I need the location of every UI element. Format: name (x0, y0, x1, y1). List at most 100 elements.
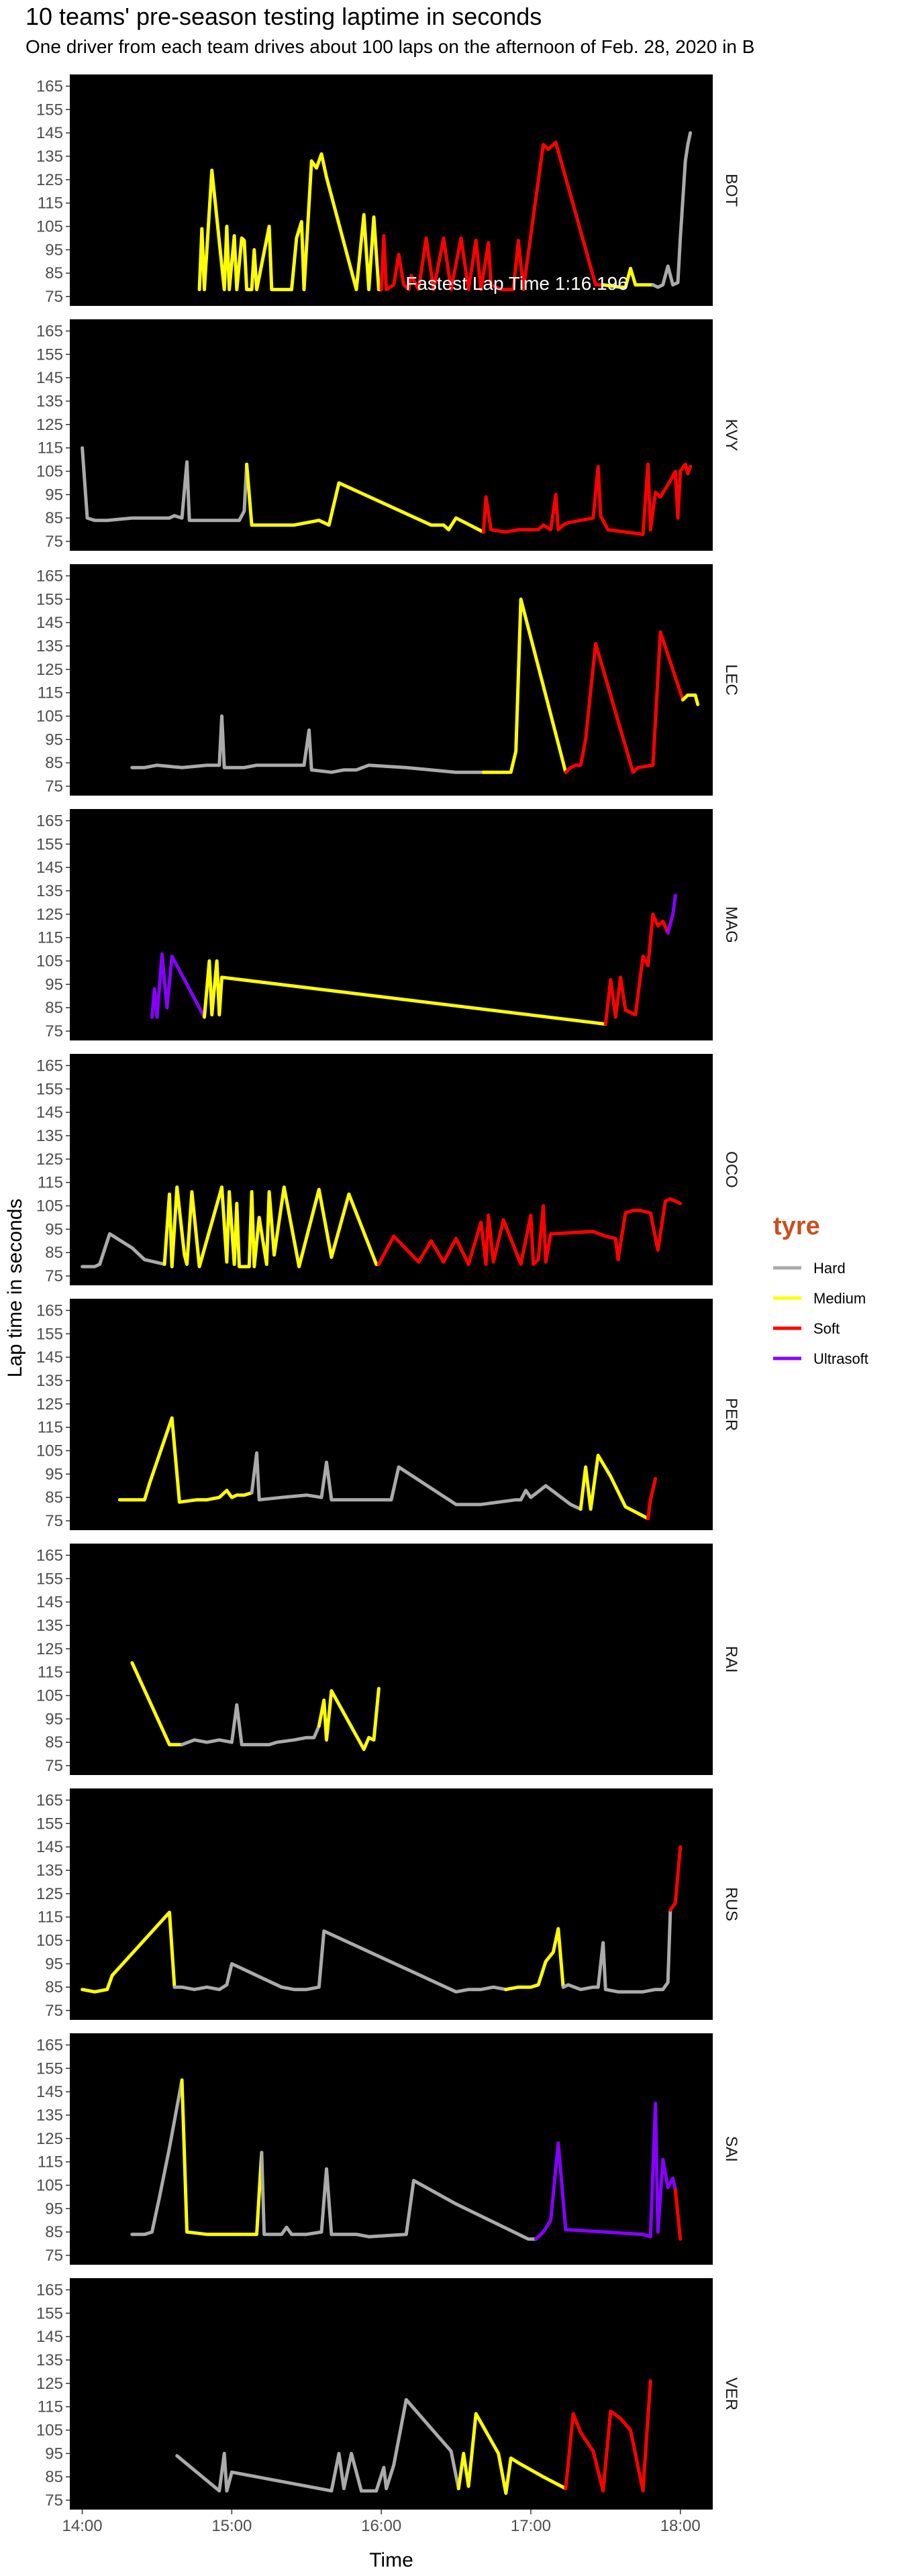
y-tick-label: 125 (36, 171, 63, 189)
y-tick-label: 145 (36, 1348, 63, 1366)
y-tick-label: 125 (36, 1640, 63, 1658)
lap-line-hard (250, 1451, 583, 1511)
y-tick-label: 85 (45, 999, 63, 1017)
facet-strip-label: RAI (722, 1646, 740, 1672)
lap-line-soft (564, 2379, 652, 2493)
lap-line-hard (130, 714, 485, 774)
y-tick-label: 125 (36, 1885, 63, 1903)
y-tick-label: 115 (38, 439, 63, 458)
facet-panel-kvy: 75 85 95 105 115 125 135 145 155 165 KVY (36, 319, 740, 551)
y-tick-label: 135 (36, 882, 63, 900)
facet-panel-lec: 75 85 95 105 115 125 135 145 155 165 LEC (36, 564, 740, 796)
y-tick-label: 145 (36, 614, 63, 632)
panel-background (70, 809, 713, 1040)
x-tick-label: 18:00 (660, 2517, 701, 2535)
y-tick-label: 155 (36, 1815, 63, 1833)
lap-line-medium (117, 1416, 254, 1504)
y-tick-label: 135 (36, 148, 63, 166)
legend-item-soft: Soft (773, 1320, 840, 1337)
y-tick-label: 115 (38, 2398, 63, 2416)
y-tick-label: 95 (45, 1710, 63, 1728)
y-tick-label: 105 (36, 1687, 63, 1705)
x-tick-label: 14:00 (62, 2517, 103, 2535)
y-tick-label: 95 (45, 486, 63, 504)
y-tick-label: 85 (45, 754, 63, 772)
lap-line-hard (81, 1232, 166, 1269)
y-tick-label: 85 (45, 1733, 63, 1752)
y-tick-label: 135 (36, 1372, 63, 1390)
facet-panel-bot: 75 85 95 105 115 125 135 145 155 165 BOT Fastest La… (36, 74, 740, 306)
y-tick-label: 115 (38, 929, 63, 947)
fastest-lap-annotation: Fastest Lap Time 1:16.196 (405, 273, 628, 294)
legend: tyre Hard Medium Soft Ultrasoft (773, 1212, 868, 1367)
y-tick-label: 85 (45, 2223, 63, 2241)
y-tick-label: 155 (36, 1325, 63, 1343)
y-tick-label: 165 (36, 322, 63, 340)
facet-strip-label: OCO (722, 1151, 740, 1188)
y-tick-label: 115 (38, 1909, 63, 1927)
y-tick-label: 165 (36, 1057, 63, 1075)
y-tick-label: 105 (36, 953, 63, 971)
y-tick-label: 115 (38, 1174, 63, 1192)
y-tick-label: 75 (45, 1757, 63, 1775)
x-tick-label: 15:00 (211, 2517, 252, 2535)
lap-line-hard (172, 1929, 508, 1994)
legend-item-medium: Medium (773, 1290, 866, 1307)
y-tick-label: 145 (36, 2083, 63, 2101)
y-tick-label: 125 (36, 2130, 63, 2148)
legend-label: Soft (813, 1320, 840, 1337)
lap-line-medium (681, 693, 700, 706)
y-tick-label: 105 (36, 708, 63, 726)
y-tick-label: 125 (36, 1395, 63, 1413)
lap-line-ultrasoft (666, 894, 677, 935)
y-tick-label: 95 (45, 1220, 63, 1238)
lap-line-medium (180, 2078, 264, 2237)
lap-line-hard (561, 1908, 672, 1994)
lap-line-medium (130, 1661, 184, 1747)
legend-item-hard: Hard (773, 1260, 846, 1277)
lap-line-medium (245, 462, 485, 534)
y-tick-label: 165 (36, 1301, 63, 1320)
y-tick-label: 145 (36, 1838, 63, 1856)
chart-title: 10 teams' pre-season testing laptime in … (26, 3, 542, 30)
lap-line-medium (456, 2412, 568, 2496)
legend-label: Hard (813, 1260, 846, 1277)
y-tick-label: 105 (36, 463, 63, 481)
lap-line-soft (379, 140, 605, 292)
y-tick-label: 75 (45, 533, 63, 551)
y-tick-label: 85 (45, 1489, 63, 1507)
y-tick-label: 165 (36, 77, 63, 95)
lap-line-soft (668, 1845, 683, 1912)
y-tick-label: 155 (36, 2059, 63, 2078)
y-tick-label: 75 (45, 1267, 63, 1285)
y-tick-label: 145 (36, 1104, 63, 1122)
panel-background (70, 1054, 713, 1285)
lap-line-medium (203, 959, 607, 1026)
lap-line-medium (317, 1686, 381, 1752)
lap-line-medium (162, 1185, 381, 1269)
y-tick-label: 155 (36, 2304, 63, 2322)
y-tick-label: 155 (36, 101, 63, 119)
y-tick-label: 155 (36, 835, 63, 853)
lap-line-soft (481, 462, 693, 537)
y-tick-label: 155 (36, 1080, 63, 1098)
y-tick-label: 145 (36, 859, 63, 877)
legend-label: Medium (813, 1290, 866, 1307)
y-tick-label: 145 (36, 124, 63, 142)
y-tick-label: 145 (36, 1593, 63, 1611)
lap-line-hard (175, 2398, 460, 2493)
facet-strip-label: PER (722, 1398, 740, 1431)
y-tick-label: 115 (38, 684, 63, 702)
facet-panel-rai: 75 85 95 105 115 125 135 145 155 165 RAI (36, 1544, 740, 1775)
lap-line-ultrasoft (150, 952, 206, 1019)
lap-line-medium (504, 1927, 565, 1992)
facet-strip-label: SAI (722, 2136, 740, 2162)
facet-panel-mag: 75 85 95 105 115 125 135 145 155 165 MAG (36, 809, 740, 1040)
y-tick-label: 105 (36, 1932, 63, 1950)
y-tick-label: 135 (36, 637, 63, 655)
y-tick-label: 145 (36, 2328, 63, 2346)
y-tick-label: 135 (36, 392, 63, 411)
lap-line-hard (130, 2078, 184, 2237)
x-axis: 14:00 15:00 16:00 17:00 18:00 (62, 2510, 701, 2535)
lap-line-soft (564, 630, 685, 774)
